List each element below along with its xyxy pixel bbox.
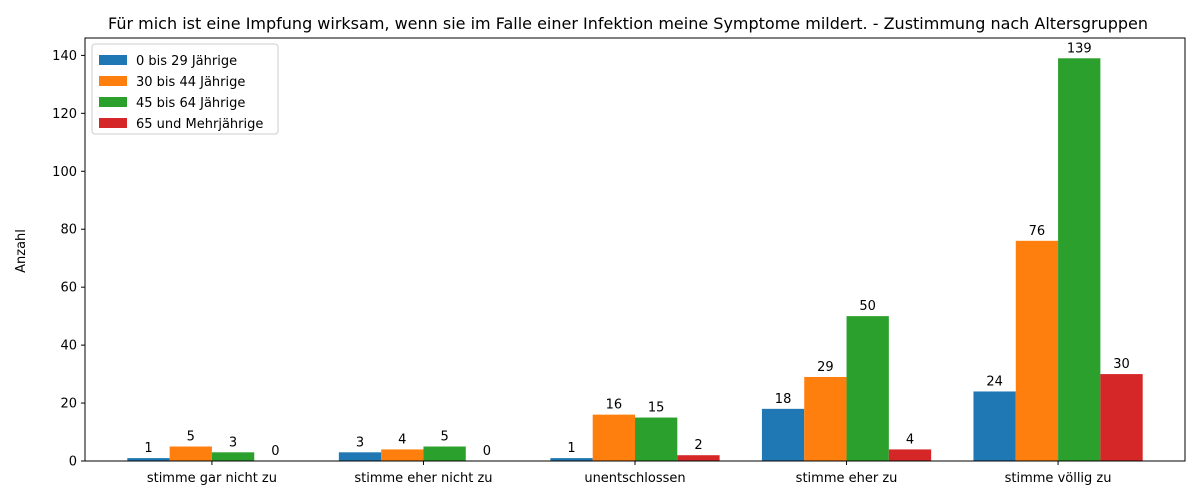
bar-4-5 <box>1100 374 1143 461</box>
data-label-2-3: 16 <box>606 398 623 413</box>
legend-swatch-1 <box>99 55 127 65</box>
data-label-4-1: 0 <box>271 444 279 459</box>
y-tick-label: 120 <box>52 107 77 122</box>
legend-swatch-2 <box>99 76 127 86</box>
data-label-3-5: 139 <box>1067 41 1092 56</box>
bar-3-4 <box>846 316 889 461</box>
data-label-3-2: 5 <box>440 430 448 445</box>
bars-layer <box>127 58 1143 461</box>
bar-3-1 <box>211 452 255 461</box>
y-tick-label: 40 <box>60 339 77 354</box>
bar-4-4 <box>888 449 932 461</box>
bar-2-4 <box>804 376 847 461</box>
y-tick-label: 0 <box>69 455 77 470</box>
x-tick-label: stimme völlig zu <box>1005 471 1112 486</box>
bar-3-3 <box>635 417 678 461</box>
bar-2-2 <box>381 449 424 461</box>
bar-1-2 <box>338 452 382 461</box>
data-label-3-1: 3 <box>229 435 237 450</box>
x-tick-label: stimme eher zu <box>796 471 898 486</box>
bar-3-2 <box>423 446 466 461</box>
bar-2-1 <box>169 446 212 461</box>
data-label-2-1: 5 <box>187 430 195 445</box>
data-label-3-3: 15 <box>648 401 665 416</box>
legend: 0 bis 29 Jährige 30 bis 44 Jährige 45 bis … <box>91 43 279 135</box>
bar-1-3 <box>550 458 593 461</box>
x-tick-label: stimme gar nicht zu <box>147 471 277 486</box>
data-label-3-4: 50 <box>859 299 876 314</box>
data-label-4-5: 30 <box>1113 357 1130 372</box>
data-label-1-1: 1 <box>144 441 152 456</box>
data-label-2-5: 76 <box>1029 224 1046 239</box>
y-tick-label: 80 <box>60 223 77 238</box>
y-tick-label: 140 <box>52 49 77 64</box>
bar-2-5 <box>1015 240 1059 461</box>
chart-title: Für mich ist eine Impfung wirksam, wenn … <box>108 14 1148 33</box>
y-tick-label: 60 <box>60 281 77 296</box>
legend-label-4: 65 und Mehrjährige <box>136 117 263 132</box>
bar-1-4 <box>761 408 805 461</box>
data-label-2-2: 4 <box>398 432 406 447</box>
y-tick-label: 100 <box>52 165 77 180</box>
data-label-1-4: 18 <box>775 392 792 407</box>
x-tick-label: unentschlossen <box>584 471 685 486</box>
data-label-4-4: 4 <box>906 432 914 447</box>
legend-swatch-4 <box>99 118 127 128</box>
data-label-4-2: 0 <box>483 444 491 459</box>
legend-swatch-3 <box>99 97 127 107</box>
bar-1-1 <box>127 458 170 461</box>
data-label-2-4: 29 <box>817 360 834 375</box>
data-label-4-3: 2 <box>694 438 702 453</box>
bar-1-5 <box>973 391 1016 461</box>
bar-4-3 <box>677 455 720 461</box>
bar-3-5 <box>1058 58 1101 461</box>
data-label-1-3: 1 <box>567 441 575 456</box>
y-axis-label: Anzahl <box>14 229 29 273</box>
legend-label-2: 30 bis 44 Jährige <box>136 75 245 90</box>
legend-label-3: 45 bis 64 Jährige <box>136 96 245 111</box>
legend-box <box>91 43 279 135</box>
bar-2-3 <box>592 414 635 461</box>
data-label-1-5: 24 <box>986 374 1003 389</box>
x-tick-label: stimme eher nicht zu <box>354 471 492 486</box>
y-tick-label: 20 <box>60 397 77 412</box>
legend-label-1: 0 bis 29 Jährige <box>136 54 237 69</box>
data-label-1-2: 3 <box>356 435 364 450</box>
